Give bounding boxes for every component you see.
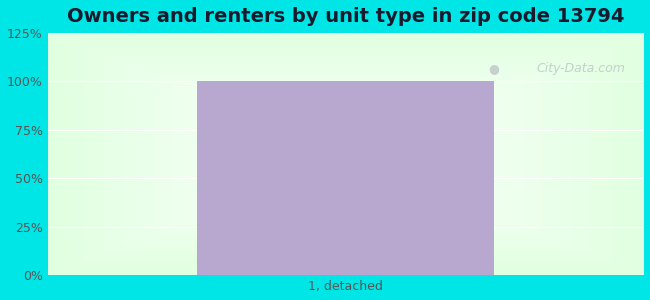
Text: City-Data.com: City-Data.com <box>536 62 625 75</box>
Bar <box>196 82 494 275</box>
Text: ●: ● <box>488 62 499 75</box>
Title: Owners and renters by unit type in zip code 13794: Owners and renters by unit type in zip c… <box>66 7 624 26</box>
